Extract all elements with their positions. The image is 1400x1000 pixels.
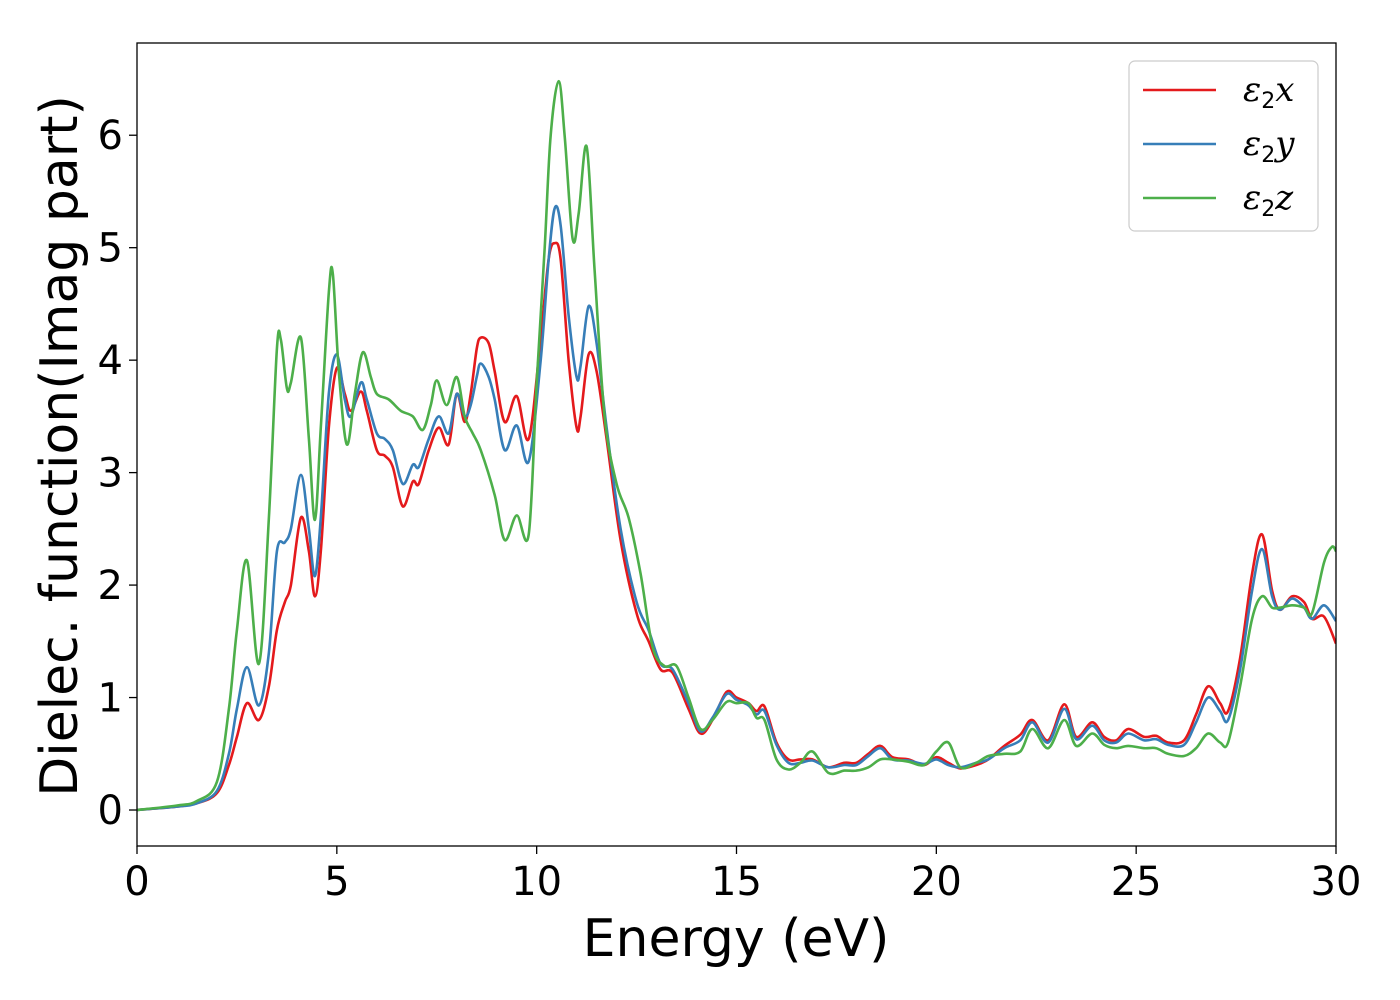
y-axis-label: Dielec. function(Imag part) bbox=[30, 95, 90, 797]
x-tick-label: 10 bbox=[511, 859, 562, 905]
y-tick-label: 1 bbox=[98, 676, 123, 722]
series-layer bbox=[137, 79, 1336, 812]
x-axis: 0 5 10 15 20 25 30 bbox=[124, 846, 1361, 905]
legend-label-y: ε2y bbox=[1243, 124, 1295, 168]
y-tick-label: 0 bbox=[98, 788, 123, 834]
series-line-x bbox=[137, 241, 1336, 812]
x-tick-label: 25 bbox=[1111, 859, 1162, 905]
x-tick-label: 15 bbox=[711, 859, 762, 905]
y-tick-label: 3 bbox=[98, 451, 123, 497]
series-line-z bbox=[137, 79, 1336, 812]
legend: ε2x ε2y ε2z bbox=[1128, 60, 1319, 232]
y-tick-label: 6 bbox=[98, 113, 123, 159]
y-axis: 0 1 2 3 4 5 6 bbox=[98, 113, 137, 834]
y-tick-label: 5 bbox=[98, 226, 123, 272]
y-tick-label: 4 bbox=[98, 338, 123, 384]
x-tick-label: 30 bbox=[1311, 859, 1362, 905]
y-tick-label: 2 bbox=[98, 563, 123, 609]
x-tick-label: 20 bbox=[911, 859, 962, 905]
legend-label-z: ε2z bbox=[1243, 178, 1294, 222]
x-tick-label: 0 bbox=[124, 859, 149, 905]
x-tick-label: 5 bbox=[324, 859, 349, 905]
legend-box bbox=[1128, 60, 1319, 232]
x-axis-label: Energy (eV) bbox=[583, 909, 890, 969]
legend-label-x: ε2x bbox=[1243, 70, 1294, 114]
